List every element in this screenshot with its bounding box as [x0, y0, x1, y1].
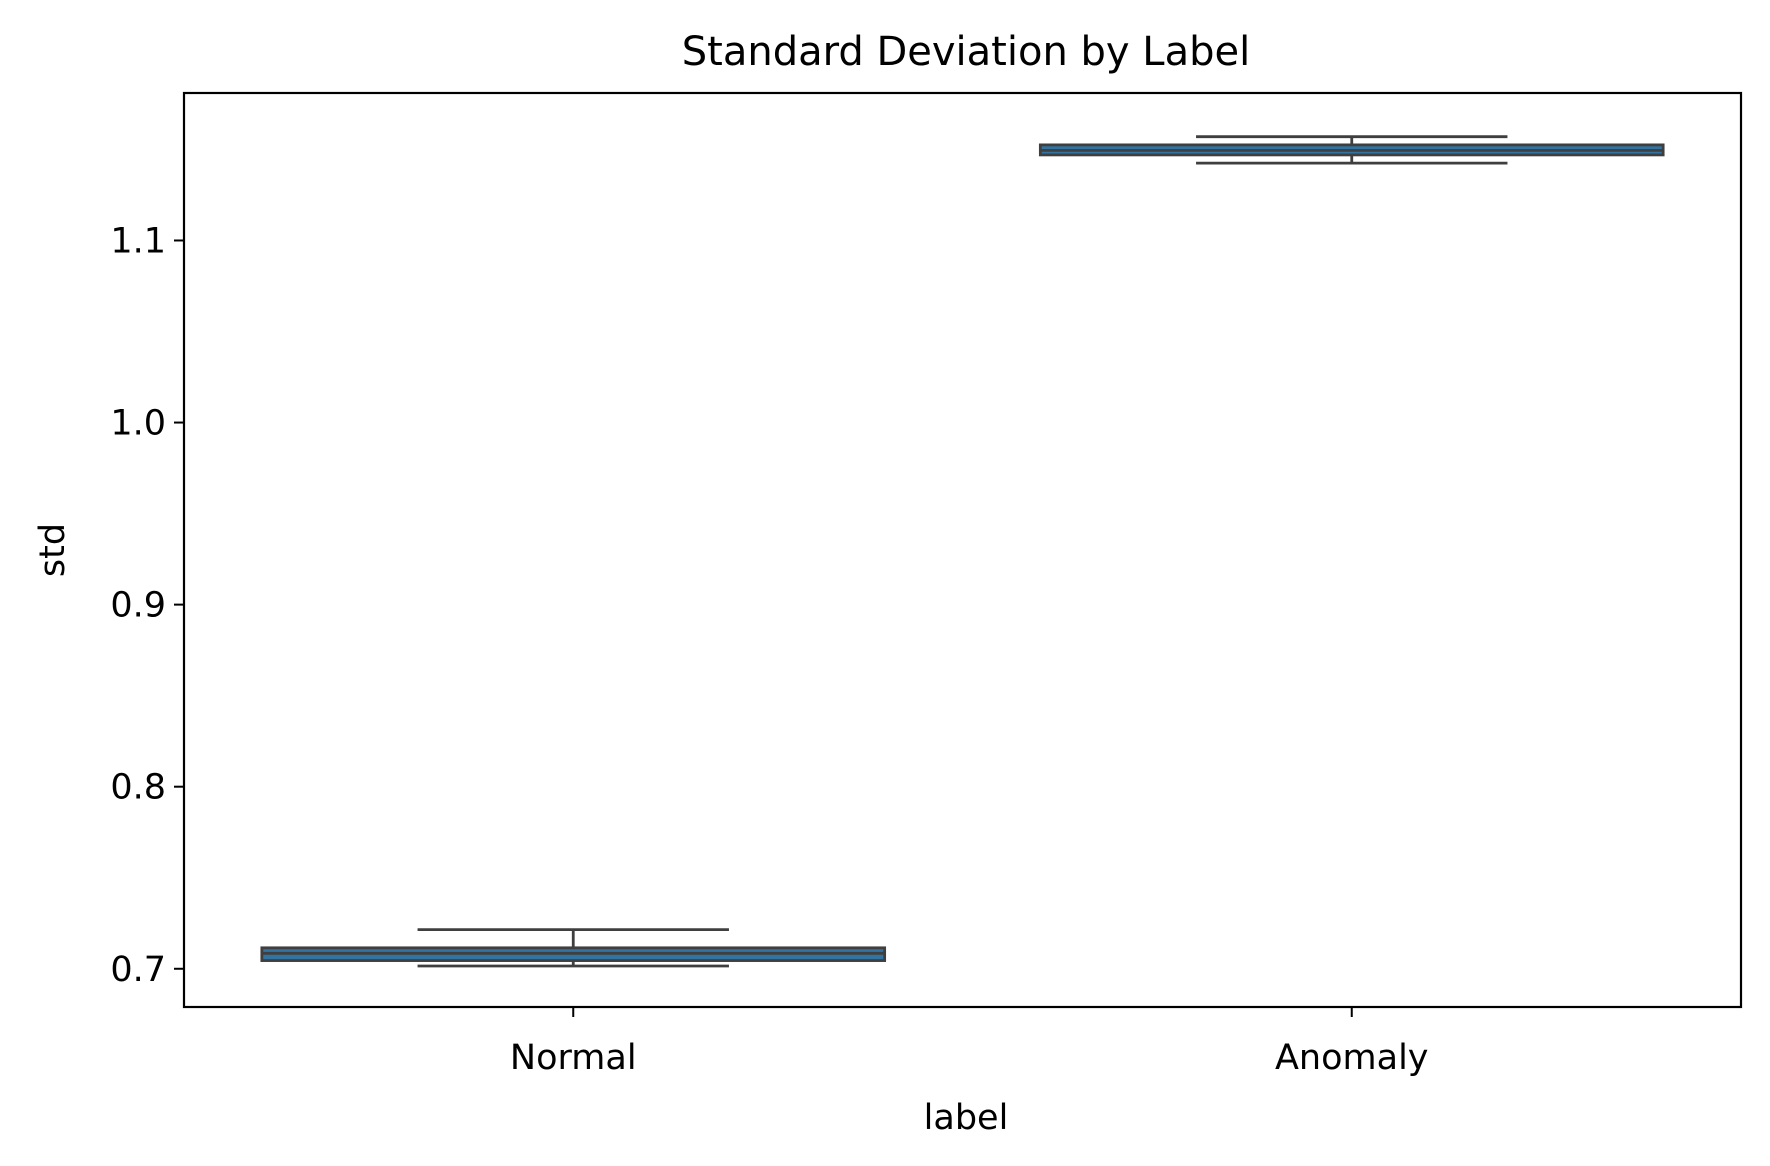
y-tick-label: 1.1 [110, 221, 166, 261]
y-tick-label: 1.0 [110, 404, 166, 444]
plot-frame [182, 91, 1743, 1009]
x-tick-label: Anomaly [1275, 1038, 1429, 1078]
box-group-normal [260, 928, 887, 968]
y-axis: 0.7 0.8 0.9 1.0 1.1 [110, 221, 184, 990]
x-axis: Normal Anomaly [510, 1007, 1429, 1078]
plot-marks [260, 135, 1665, 968]
y-tick-label: 0.7 [110, 950, 166, 990]
y-tick-label: 0.9 [110, 586, 166, 626]
box-group-anomaly [1038, 135, 1665, 165]
y-tick-label: 0.8 [110, 768, 166, 808]
x-axis-label: label [924, 1098, 1009, 1138]
y-axis-label: std [33, 523, 73, 577]
chart-title: Standard Deviation by Label [682, 29, 1250, 75]
x-tick-label: Normal [510, 1038, 637, 1078]
